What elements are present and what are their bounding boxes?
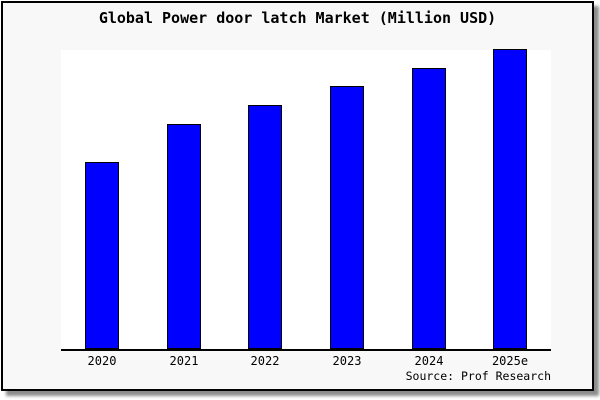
bar-2024 bbox=[412, 68, 446, 349]
bar-2020 bbox=[85, 162, 119, 349]
x-tick-label-2023: 2023 bbox=[332, 354, 362, 368]
bar-2023 bbox=[330, 86, 364, 349]
x-tick-label-2024: 2024 bbox=[414, 354, 444, 368]
x-tick-label-2022: 2022 bbox=[250, 354, 280, 368]
source-label: Source: Prof Research bbox=[405, 369, 551, 383]
chart-title: Global Power door latch Market (Million … bbox=[98, 9, 497, 27]
bar-2025e bbox=[493, 49, 527, 349]
x-tick-label-2021: 2021 bbox=[169, 354, 199, 368]
x-tick-label-2025e: 2025e bbox=[491, 354, 529, 368]
bar-2022 bbox=[248, 105, 282, 349]
chart-frame: Global Power door latch Market (Million … bbox=[1, 1, 594, 391]
plot-area bbox=[61, 49, 551, 351]
bar-2021 bbox=[167, 124, 201, 349]
x-tick-label-2020: 2020 bbox=[87, 354, 117, 368]
